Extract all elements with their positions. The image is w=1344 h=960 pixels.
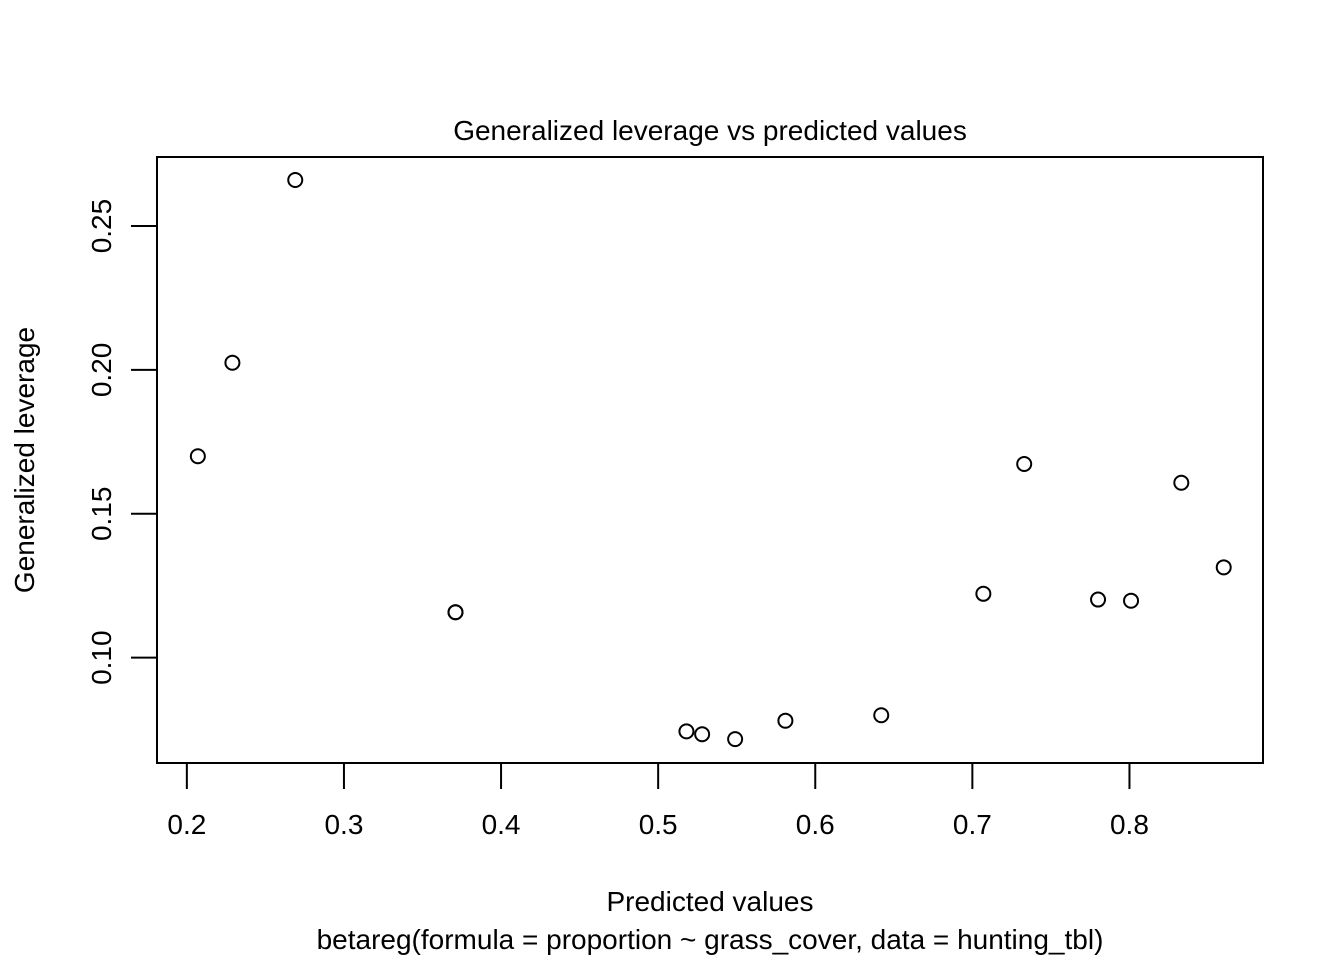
y-tick-label: 0.10 [86, 630, 117, 685]
x-tick-label: 0.8 [1110, 809, 1149, 840]
y-tick-label: 0.20 [86, 343, 117, 398]
x-tick-label: 0.3 [324, 809, 363, 840]
x-tick-label: 0.2 [167, 809, 206, 840]
y-tick-label: 0.15 [86, 487, 117, 542]
data-points [189, 172, 1232, 748]
data-point [447, 604, 464, 621]
data-point [678, 723, 695, 740]
y-axis: 0.10 0.15 0.20 0.25 [86, 199, 158, 685]
x-tick-label: 0.6 [796, 809, 835, 840]
data-point [287, 172, 304, 189]
chart-title: Generalized leverage vs predicted values [453, 115, 967, 146]
data-point [1123, 592, 1140, 609]
data-point [873, 707, 890, 724]
x-tick-label: 0.7 [953, 809, 992, 840]
y-axis-label: Generalized leverage [9, 327, 40, 593]
data-point [1090, 591, 1107, 608]
x-axis: 0.2 0.3 0.4 0.5 0.6 0.7 0.8 [167, 762, 1149, 840]
x-tick-label: 0.4 [482, 809, 521, 840]
x-tick-label: 0.5 [639, 809, 678, 840]
chart-subtitle: betareg(formula = proportion ~ grass_cov… [317, 924, 1104, 955]
x-axis-label: Predicted values [606, 886, 813, 917]
data-point [694, 726, 711, 743]
data-point [189, 448, 206, 465]
data-point [1173, 474, 1190, 491]
data-point [1016, 456, 1033, 473]
data-point [1215, 559, 1232, 576]
data-point [777, 712, 794, 729]
data-point [727, 731, 744, 748]
y-tick-label: 0.25 [86, 199, 117, 254]
data-point [975, 585, 992, 602]
data-point [224, 354, 241, 371]
